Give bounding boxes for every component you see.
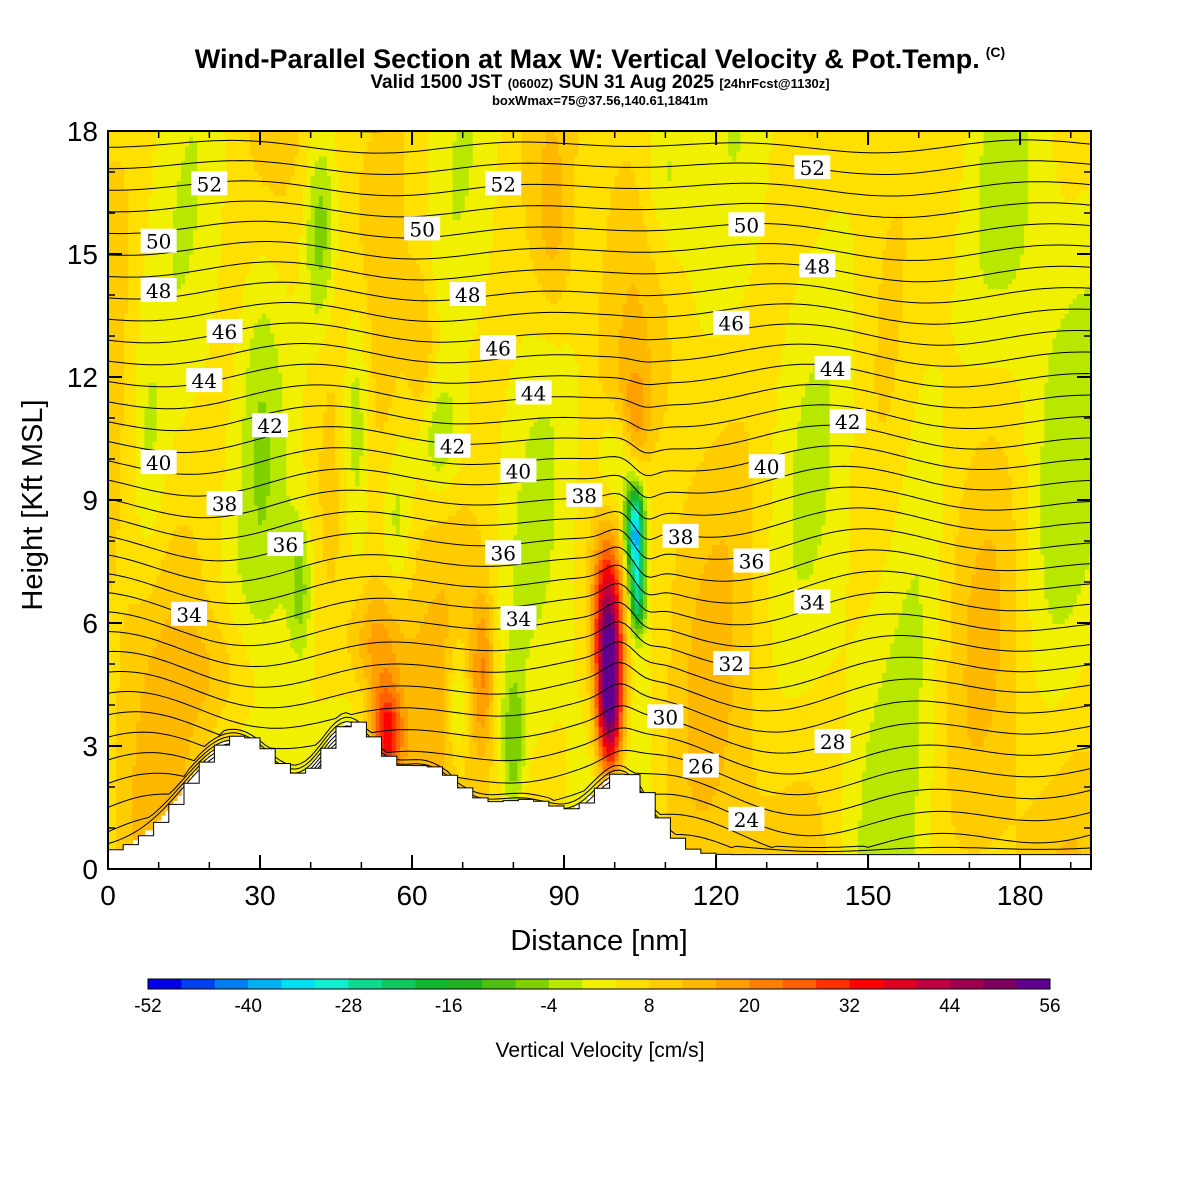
- velocity-cell: [140, 830, 145, 836]
- cross-section-chart: 52 52525050 5048 484846464644444442424240 40…: [0, 0, 1200, 1200]
